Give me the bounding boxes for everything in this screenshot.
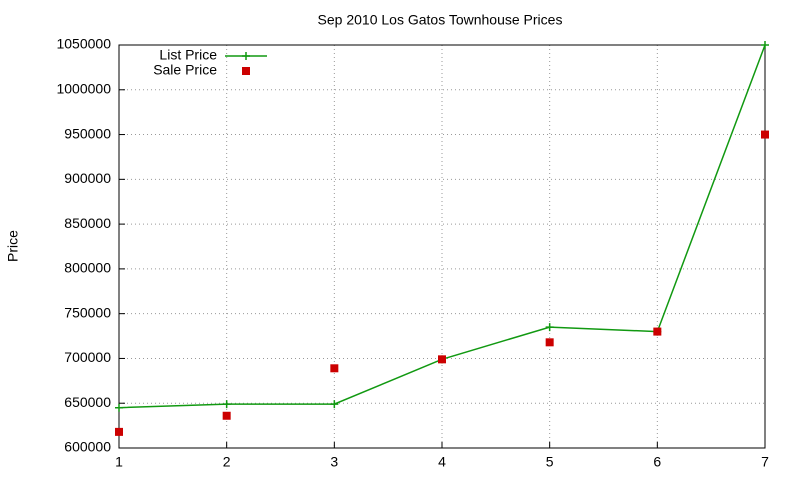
- y-tick-label: 700000: [64, 349, 111, 365]
- legend-label: Sale Price: [153, 62, 217, 78]
- data-point: [222, 411, 231, 420]
- data-point: [330, 364, 339, 373]
- x-tick-label: 1: [115, 454, 123, 470]
- legend-label: List Price: [159, 47, 217, 63]
- data-point: [438, 355, 446, 364]
- x-tick-label: 2: [223, 454, 231, 470]
- data-point: [761, 130, 769, 139]
- y-tick-label: 950000: [64, 125, 111, 141]
- x-tick-label: 7: [761, 454, 769, 470]
- chart-title: Sep 2010 Los Gatos Townhouse Prices: [318, 12, 563, 28]
- y-tick-label: 1050000: [56, 36, 111, 52]
- data-point: [222, 400, 231, 409]
- data-point: [115, 403, 123, 412]
- legend-marker: [242, 67, 250, 75]
- y-tick-label: 850000: [64, 215, 111, 231]
- data-point: [653, 327, 662, 336]
- x-tick-label: 6: [653, 454, 661, 470]
- data-point: [115, 427, 123, 436]
- legend-marker: [242, 52, 250, 60]
- data-point: [761, 41, 769, 49]
- y-tick-label: 650000: [64, 394, 111, 410]
- y-tick-label: 600000: [64, 439, 111, 455]
- y-tick-label: 900000: [64, 170, 111, 186]
- data-point: [545, 323, 554, 332]
- y-tick-label: 750000: [64, 304, 111, 320]
- x-tick-label: 3: [330, 454, 338, 470]
- x-tick-label: 5: [546, 454, 554, 470]
- y-tick-label: 800000: [64, 260, 111, 276]
- data-point: [330, 400, 339, 409]
- y-axis-label: Price: [5, 230, 21, 262]
- x-tick-label: 4: [438, 454, 446, 470]
- y-tick-label: 1000000: [56, 80, 111, 96]
- data-point: [545, 338, 554, 347]
- plot-frame: [118, 44, 766, 449]
